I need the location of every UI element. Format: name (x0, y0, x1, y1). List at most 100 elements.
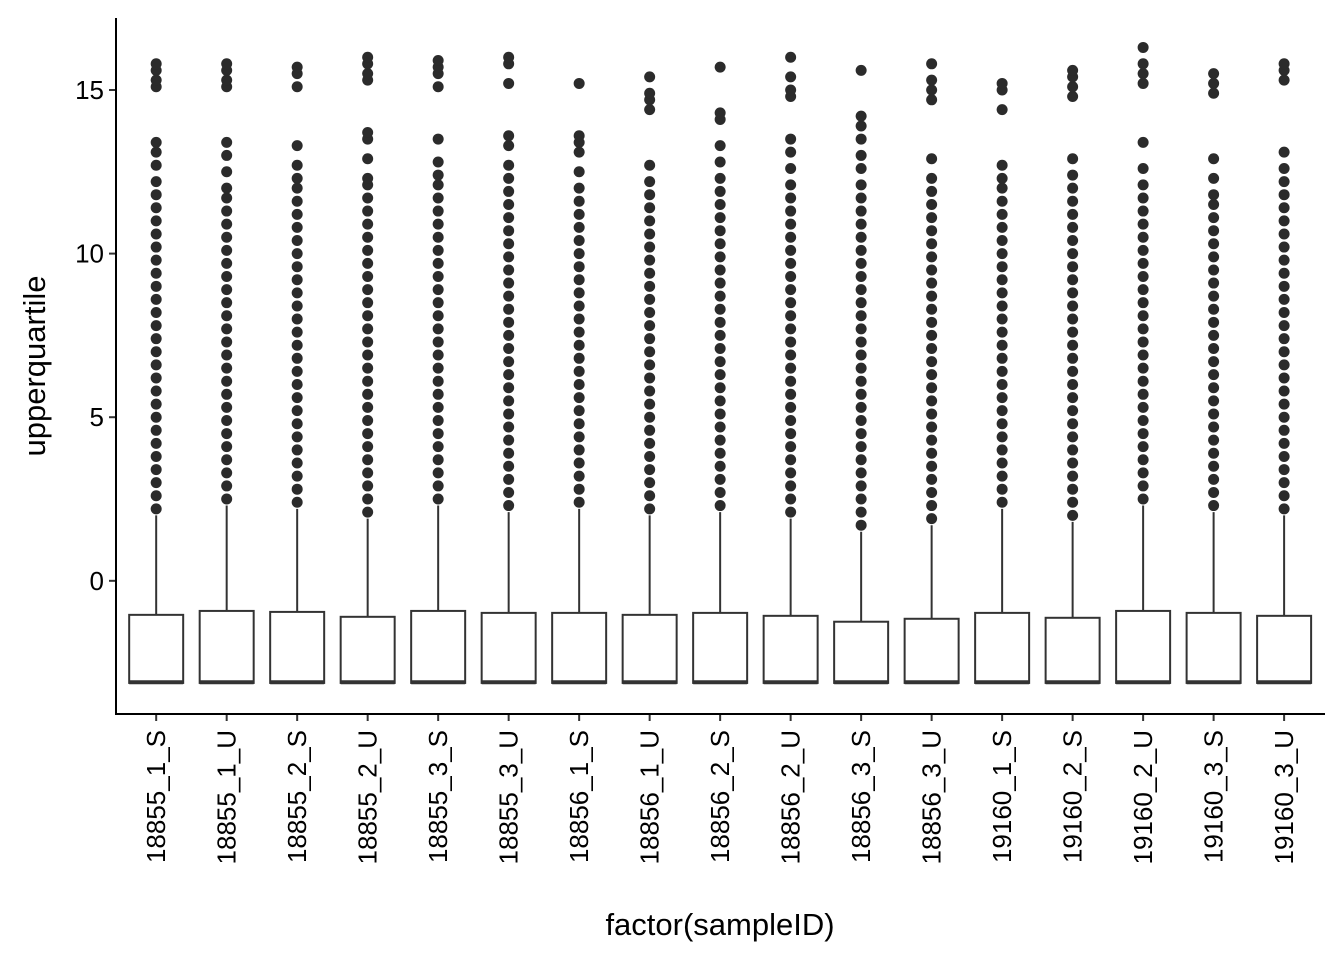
outlier (221, 375, 233, 387)
outlier (1278, 372, 1290, 384)
outlier (221, 205, 233, 217)
outlier (291, 182, 303, 194)
outlier (362, 257, 374, 269)
outlier (714, 277, 726, 289)
outlier (1278, 176, 1290, 188)
outlier (785, 84, 797, 96)
outlier (996, 365, 1008, 377)
outlier (1067, 378, 1079, 390)
outlier (926, 460, 938, 472)
outlier (150, 280, 162, 292)
outlier (714, 238, 726, 250)
outlier (573, 365, 585, 377)
outlier (291, 352, 303, 364)
outlier (432, 156, 444, 168)
outlier (785, 428, 797, 440)
outlier (644, 228, 656, 240)
outlier (1067, 221, 1079, 233)
box (410, 609, 467, 684)
outlier (644, 450, 656, 462)
outlier (291, 405, 303, 417)
outlier (855, 375, 867, 387)
outlier (1067, 153, 1079, 165)
outlier (1208, 238, 1220, 250)
outlier (644, 490, 656, 502)
outlier (714, 356, 726, 368)
outlier (432, 297, 444, 309)
outlier (644, 424, 656, 436)
outlier (1278, 424, 1290, 436)
outlier (1137, 323, 1149, 335)
x-tick-label: 18856_2_U (776, 730, 806, 864)
outlier (291, 457, 303, 469)
outlier (1067, 64, 1079, 76)
outlier (221, 362, 233, 374)
outlier (1067, 405, 1079, 417)
outlier (714, 156, 726, 168)
x-tick-label: 18855_1_S (141, 730, 171, 863)
outlier (1067, 300, 1079, 312)
outlier (1067, 313, 1079, 325)
x-tick-label: 18855_3_U (494, 730, 524, 864)
outlier (644, 293, 656, 305)
outlier (855, 231, 867, 243)
outlier (644, 71, 656, 83)
outlier (785, 467, 797, 479)
outlier (362, 271, 374, 283)
outlier (1137, 136, 1149, 148)
outlier (503, 140, 515, 152)
outlier (432, 467, 444, 479)
outlier (1278, 189, 1290, 201)
outlier (1208, 199, 1220, 211)
outlier (1278, 215, 1290, 227)
outlier (221, 284, 233, 296)
box (1044, 616, 1101, 684)
x-tick-label: 18856_3_S (846, 730, 876, 863)
outlier (1208, 172, 1220, 184)
outlier (573, 457, 585, 469)
outlier (785, 506, 797, 518)
outlier (503, 382, 515, 394)
outlier (503, 130, 515, 142)
outlier (855, 244, 867, 256)
outlier (573, 300, 585, 312)
outlier (644, 411, 656, 423)
outlier (926, 369, 938, 381)
x-tick-label: 19160_3_S (1199, 730, 1229, 863)
outlier (785, 192, 797, 204)
outlier (573, 378, 585, 390)
outlier (573, 221, 585, 233)
outlier (1278, 74, 1290, 86)
outlier (291, 378, 303, 390)
outlier (1278, 464, 1290, 476)
outlier (1208, 77, 1220, 89)
outlier (785, 493, 797, 505)
outlier (503, 251, 515, 263)
outlier (1278, 146, 1290, 158)
outlier (785, 163, 797, 175)
outlier (785, 375, 797, 387)
outlier (291, 339, 303, 351)
outlier (1137, 284, 1149, 296)
outlier (926, 486, 938, 498)
x-tick-label: 18855_1_U (212, 730, 242, 864)
outlier (1137, 218, 1149, 230)
x-tick-label: 18855_3_S (423, 730, 453, 863)
outlier (855, 110, 867, 122)
outlier (1208, 434, 1220, 446)
outlier (1137, 467, 1149, 479)
outlier (855, 133, 867, 145)
box (1185, 611, 1242, 684)
outlier (1067, 365, 1079, 377)
outlier (1067, 274, 1079, 286)
outlier (644, 306, 656, 318)
box (128, 613, 185, 684)
outlier (1208, 251, 1220, 263)
outlier (432, 218, 444, 230)
outlier (432, 133, 444, 145)
outlier (855, 454, 867, 466)
outlier (714, 486, 726, 498)
outlier (785, 297, 797, 309)
outlier (503, 316, 515, 328)
